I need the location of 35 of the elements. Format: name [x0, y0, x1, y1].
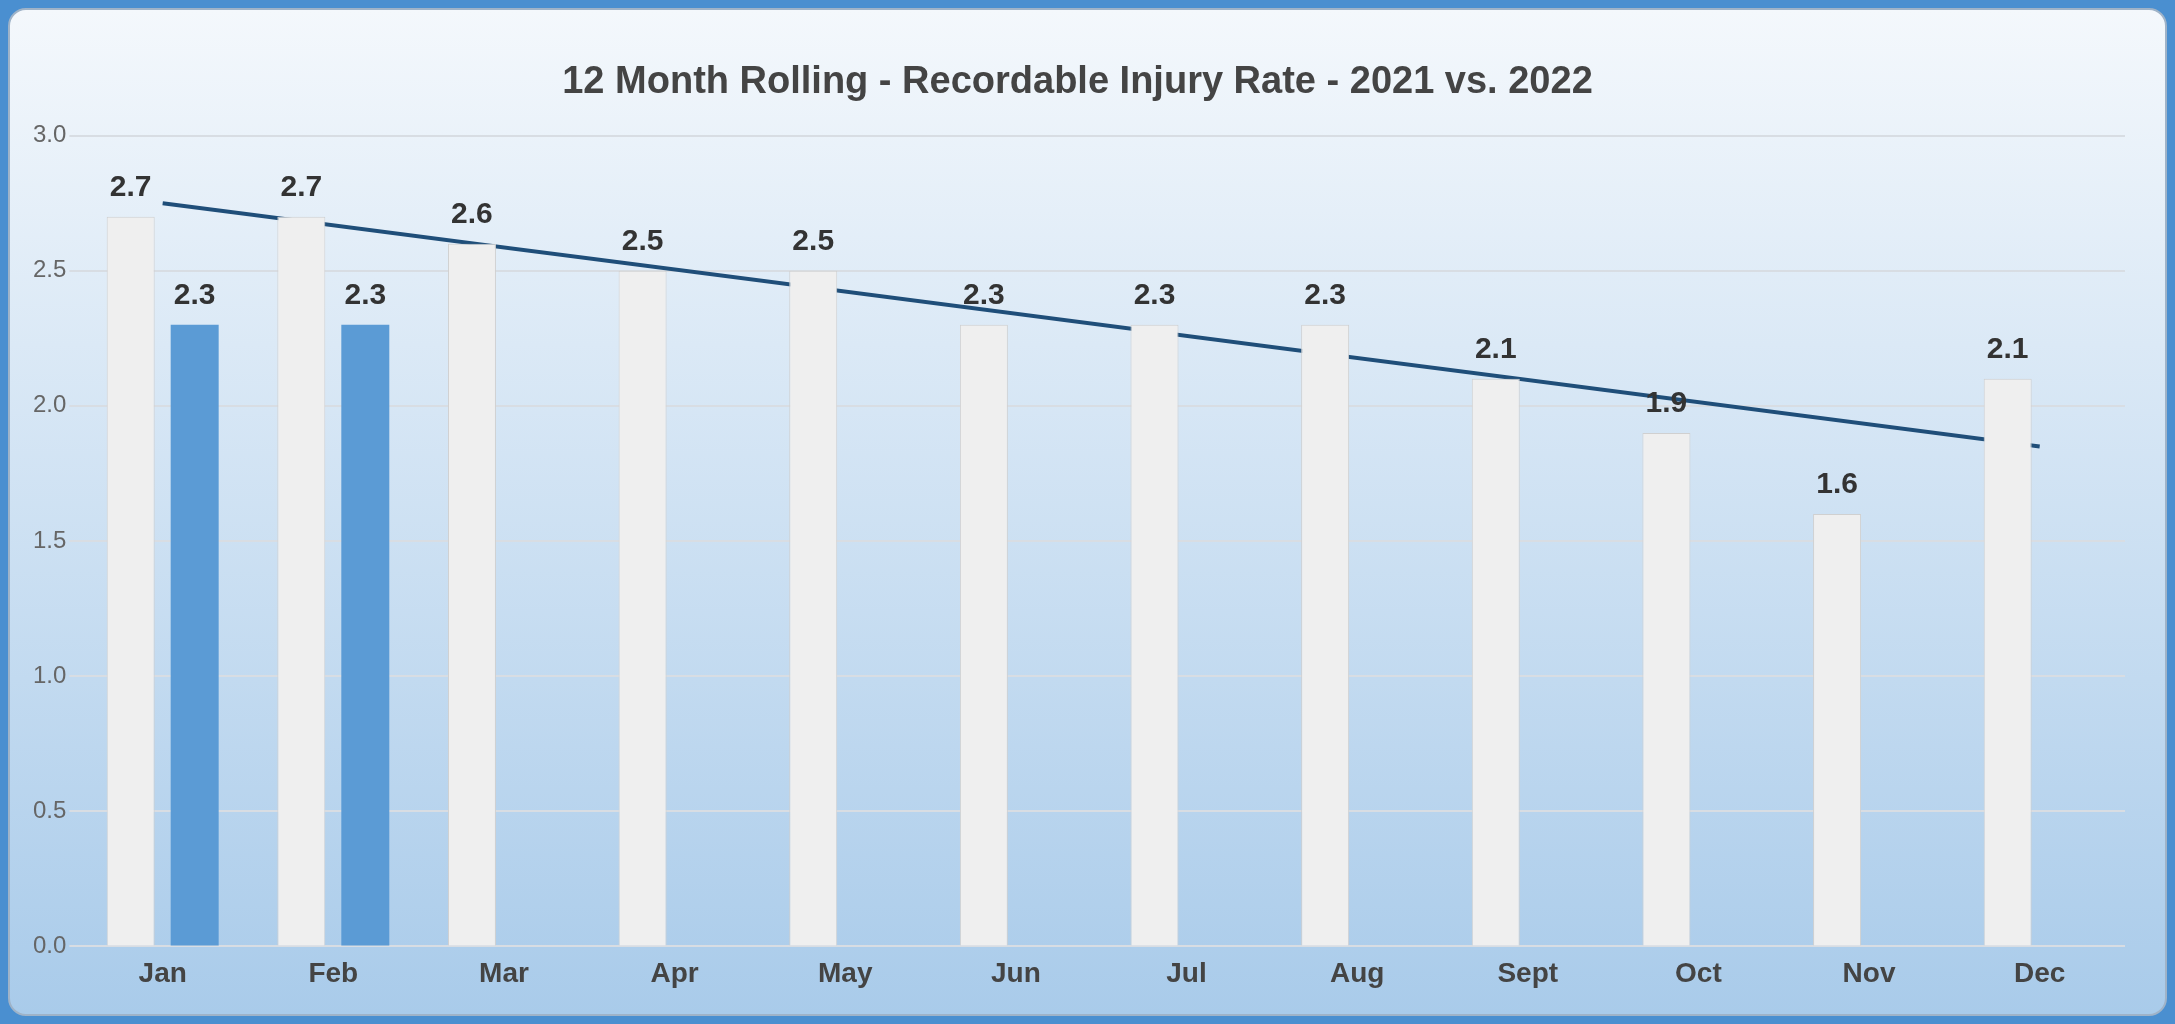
data-label: 2.7 [109, 168, 152, 202]
x-tick-label: Aug [1329, 956, 1385, 988]
y-tick-label: 0.0 [32, 931, 67, 959]
data-label: 2.3 [963, 277, 1005, 311]
data-label: 2.1 [1986, 331, 2029, 365]
data-label: 2.3 [1304, 277, 1346, 311]
y-tick-label: 2.0 [32, 390, 67, 418]
bar [341, 324, 390, 946]
y-tick-label: 1.0 [32, 660, 67, 688]
x-tick-label: Oct [1675, 956, 1722, 988]
data-label: 1.6 [1816, 466, 1858, 500]
x-tick-label: Jan [138, 956, 187, 988]
y-tick-label: 3.0 [32, 120, 67, 148]
data-label: 2.6 [451, 195, 493, 229]
y-tick-label: 0.5 [32, 795, 67, 823]
x-tick-label: Jun [990, 956, 1041, 988]
bar [170, 324, 219, 946]
x-tick-label: May [817, 956, 873, 988]
y-tick-label: 2.5 [32, 255, 67, 283]
data-label: 2.3 [344, 277, 387, 311]
data-label: 2.1 [1474, 331, 1517, 365]
data-label: 2.3 [1133, 277, 1176, 311]
data-label: 2.5 [792, 223, 835, 256]
x-tick-label: Feb [308, 956, 359, 988]
x-tick-label: Nov [1842, 956, 1896, 988]
x-tick-label: Dec [2013, 956, 2066, 988]
x-tick-label: Jul [1166, 956, 1207, 988]
data-label: 2.7 [280, 168, 323, 202]
data-label: 2.3 [173, 277, 216, 311]
x-tick-label: Apr [650, 956, 699, 988]
x-tick-label: Sept [1497, 956, 1559, 988]
y-tick-label: 1.5 [32, 525, 67, 553]
x-tick-label: Mar [479, 956, 529, 988]
data-label: 2.5 [621, 223, 664, 256]
chart-title: 12 Month Rolling - Recordable Injury Rate - 2021 vs. 2022 [562, 59, 1593, 102]
